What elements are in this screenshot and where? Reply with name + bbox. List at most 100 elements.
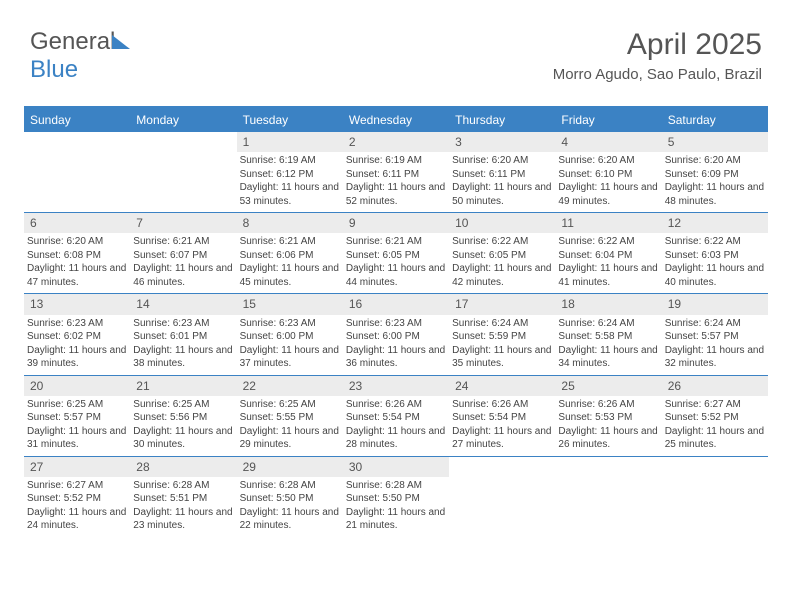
week-row: 6Sunrise: 6:20 AMSunset: 6:08 PMDaylight… [24, 212, 768, 293]
sunset-text: Sunset: 5:55 PM [240, 411, 340, 425]
day-cell: 1Sunrise: 6:19 AMSunset: 6:12 PMDaylight… [237, 132, 343, 212]
day-cell: 7Sunrise: 6:21 AMSunset: 6:07 PMDaylight… [130, 213, 236, 293]
sunrise-text: Sunrise: 6:21 AM [240, 235, 340, 249]
daylight-text: Daylight: 11 hours and 44 minutes. [346, 262, 446, 289]
day-body: Sunrise: 6:22 AMSunset: 6:05 PMDaylight:… [449, 233, 555, 293]
day-cell: 17Sunrise: 6:24 AMSunset: 5:59 PMDayligh… [449, 294, 555, 374]
day-cell: 10Sunrise: 6:22 AMSunset: 6:05 PMDayligh… [449, 213, 555, 293]
day-number: 2 [343, 132, 449, 152]
day-body: Sunrise: 6:24 AMSunset: 5:58 PMDaylight:… [555, 315, 661, 375]
sunset-text: Sunset: 5:50 PM [346, 492, 446, 506]
daylight-text: Daylight: 11 hours and 48 minutes. [665, 181, 765, 208]
sunset-text: Sunset: 6:11 PM [346, 168, 446, 182]
sunset-text: Sunset: 6:02 PM [27, 330, 127, 344]
day-cell [555, 457, 661, 537]
sunset-text: Sunset: 5:57 PM [665, 330, 765, 344]
sunrise-text: Sunrise: 6:19 AM [240, 154, 340, 168]
sunrise-text: Sunrise: 6:24 AM [452, 317, 552, 331]
sunrise-text: Sunrise: 6:22 AM [665, 235, 765, 249]
daylight-text: Daylight: 11 hours and 34 minutes. [558, 344, 658, 371]
sunrise-text: Sunrise: 6:28 AM [240, 479, 340, 493]
daylight-text: Daylight: 11 hours and 25 minutes. [665, 425, 765, 452]
day-body: Sunrise: 6:23 AMSunset: 6:01 PMDaylight:… [130, 315, 236, 375]
sunrise-text: Sunrise: 6:26 AM [346, 398, 446, 412]
day-cell: 4Sunrise: 6:20 AMSunset: 6:10 PMDaylight… [555, 132, 661, 212]
day-number: 7 [130, 213, 236, 233]
day-body: Sunrise: 6:20 AMSunset: 6:08 PMDaylight:… [24, 233, 130, 293]
sunset-text: Sunset: 6:07 PM [133, 249, 233, 263]
day-body: Sunrise: 6:28 AMSunset: 5:50 PMDaylight:… [237, 477, 343, 537]
weeks-container: 1Sunrise: 6:19 AMSunset: 6:12 PMDaylight… [24, 132, 768, 537]
day-number: 4 [555, 132, 661, 152]
day-cell [662, 457, 768, 537]
day-cell: 12Sunrise: 6:22 AMSunset: 6:03 PMDayligh… [662, 213, 768, 293]
sunset-text: Sunset: 5:52 PM [27, 492, 127, 506]
day-number: 10 [449, 213, 555, 233]
day-number: 19 [662, 294, 768, 314]
day-number: 11 [555, 213, 661, 233]
sunrise-text: Sunrise: 6:20 AM [665, 154, 765, 168]
sunrise-text: Sunrise: 6:21 AM [346, 235, 446, 249]
day-body: Sunrise: 6:24 AMSunset: 5:57 PMDaylight:… [662, 315, 768, 375]
daylight-text: Daylight: 11 hours and 50 minutes. [452, 181, 552, 208]
day-body: Sunrise: 6:25 AMSunset: 5:57 PMDaylight:… [24, 396, 130, 456]
day-number: 30 [343, 457, 449, 477]
sunrise-text: Sunrise: 6:20 AM [452, 154, 552, 168]
daylight-text: Daylight: 11 hours and 37 minutes. [240, 344, 340, 371]
day-body: Sunrise: 6:27 AMSunset: 5:52 PMDaylight:… [24, 477, 130, 537]
daylight-text: Daylight: 11 hours and 27 minutes. [452, 425, 552, 452]
sunset-text: Sunset: 6:05 PM [452, 249, 552, 263]
day-cell: 8Sunrise: 6:21 AMSunset: 6:06 PMDaylight… [237, 213, 343, 293]
week-row: 20Sunrise: 6:25 AMSunset: 5:57 PMDayligh… [24, 375, 768, 456]
week-row: 13Sunrise: 6:23 AMSunset: 6:02 PMDayligh… [24, 293, 768, 374]
day-number: 15 [237, 294, 343, 314]
day-body: Sunrise: 6:26 AMSunset: 5:53 PMDaylight:… [555, 396, 661, 456]
logo-text-b: Blue [30, 56, 78, 83]
sunset-text: Sunset: 6:10 PM [558, 168, 658, 182]
day-cell: 13Sunrise: 6:23 AMSunset: 6:02 PMDayligh… [24, 294, 130, 374]
sunset-text: Sunset: 5:50 PM [240, 492, 340, 506]
day-cell: 24Sunrise: 6:26 AMSunset: 5:54 PMDayligh… [449, 376, 555, 456]
day-header: Wednesday [343, 108, 449, 132]
daylight-text: Daylight: 11 hours and 23 minutes. [133, 506, 233, 533]
day-body: Sunrise: 6:21 AMSunset: 6:05 PMDaylight:… [343, 233, 449, 293]
day-body: Sunrise: 6:22 AMSunset: 6:04 PMDaylight:… [555, 233, 661, 293]
sunset-text: Sunset: 6:11 PM [452, 168, 552, 182]
day-cell: 16Sunrise: 6:23 AMSunset: 6:00 PMDayligh… [343, 294, 449, 374]
day-body: Sunrise: 6:25 AMSunset: 5:55 PMDaylight:… [237, 396, 343, 456]
location-subtitle: Morro Agudo, Sao Paulo, Brazil [553, 66, 762, 83]
daylight-text: Daylight: 11 hours and 35 minutes. [452, 344, 552, 371]
sunrise-text: Sunrise: 6:24 AM [665, 317, 765, 331]
day-cell: 18Sunrise: 6:24 AMSunset: 5:58 PMDayligh… [555, 294, 661, 374]
day-body: Sunrise: 6:23 AMSunset: 6:00 PMDaylight:… [237, 315, 343, 375]
sunset-text: Sunset: 5:57 PM [27, 411, 127, 425]
daylight-text: Daylight: 11 hours and 53 minutes. [240, 181, 340, 208]
day-cell: 2Sunrise: 6:19 AMSunset: 6:11 PMDaylight… [343, 132, 449, 212]
sunrise-text: Sunrise: 6:24 AM [558, 317, 658, 331]
day-number: 8 [237, 213, 343, 233]
day-number: 29 [237, 457, 343, 477]
day-cell [130, 132, 236, 212]
day-header: Tuesday [237, 108, 343, 132]
day-header: Sunday [24, 108, 130, 132]
day-header: Saturday [662, 108, 768, 132]
daylight-text: Daylight: 11 hours and 49 minutes. [558, 181, 658, 208]
day-number: 13 [24, 294, 130, 314]
daylight-text: Daylight: 11 hours and 41 minutes. [558, 262, 658, 289]
day-cell: 27Sunrise: 6:27 AMSunset: 5:52 PMDayligh… [24, 457, 130, 537]
day-number: 21 [130, 376, 236, 396]
day-number: 3 [449, 132, 555, 152]
day-number: 12 [662, 213, 768, 233]
day-number: 22 [237, 376, 343, 396]
daylight-text: Daylight: 11 hours and 29 minutes. [240, 425, 340, 452]
day-cell: 26Sunrise: 6:27 AMSunset: 5:52 PMDayligh… [662, 376, 768, 456]
sunrise-text: Sunrise: 6:22 AM [452, 235, 552, 249]
sunset-text: Sunset: 6:04 PM [558, 249, 658, 263]
day-cell: 3 Sunrise: 6:20 AMSunset: 6:11 PMDaylight… [449, 132, 555, 212]
sunrise-text: Sunrise: 6:26 AM [558, 398, 658, 412]
daylight-text: Daylight: 11 hours and 21 minutes. [346, 506, 446, 533]
day-number: 14 [130, 294, 236, 314]
sunset-text: Sunset: 5:52 PM [665, 411, 765, 425]
logo: General Blue [30, 28, 130, 84]
daylight-text: Daylight: 11 hours and 32 minutes. [665, 344, 765, 371]
